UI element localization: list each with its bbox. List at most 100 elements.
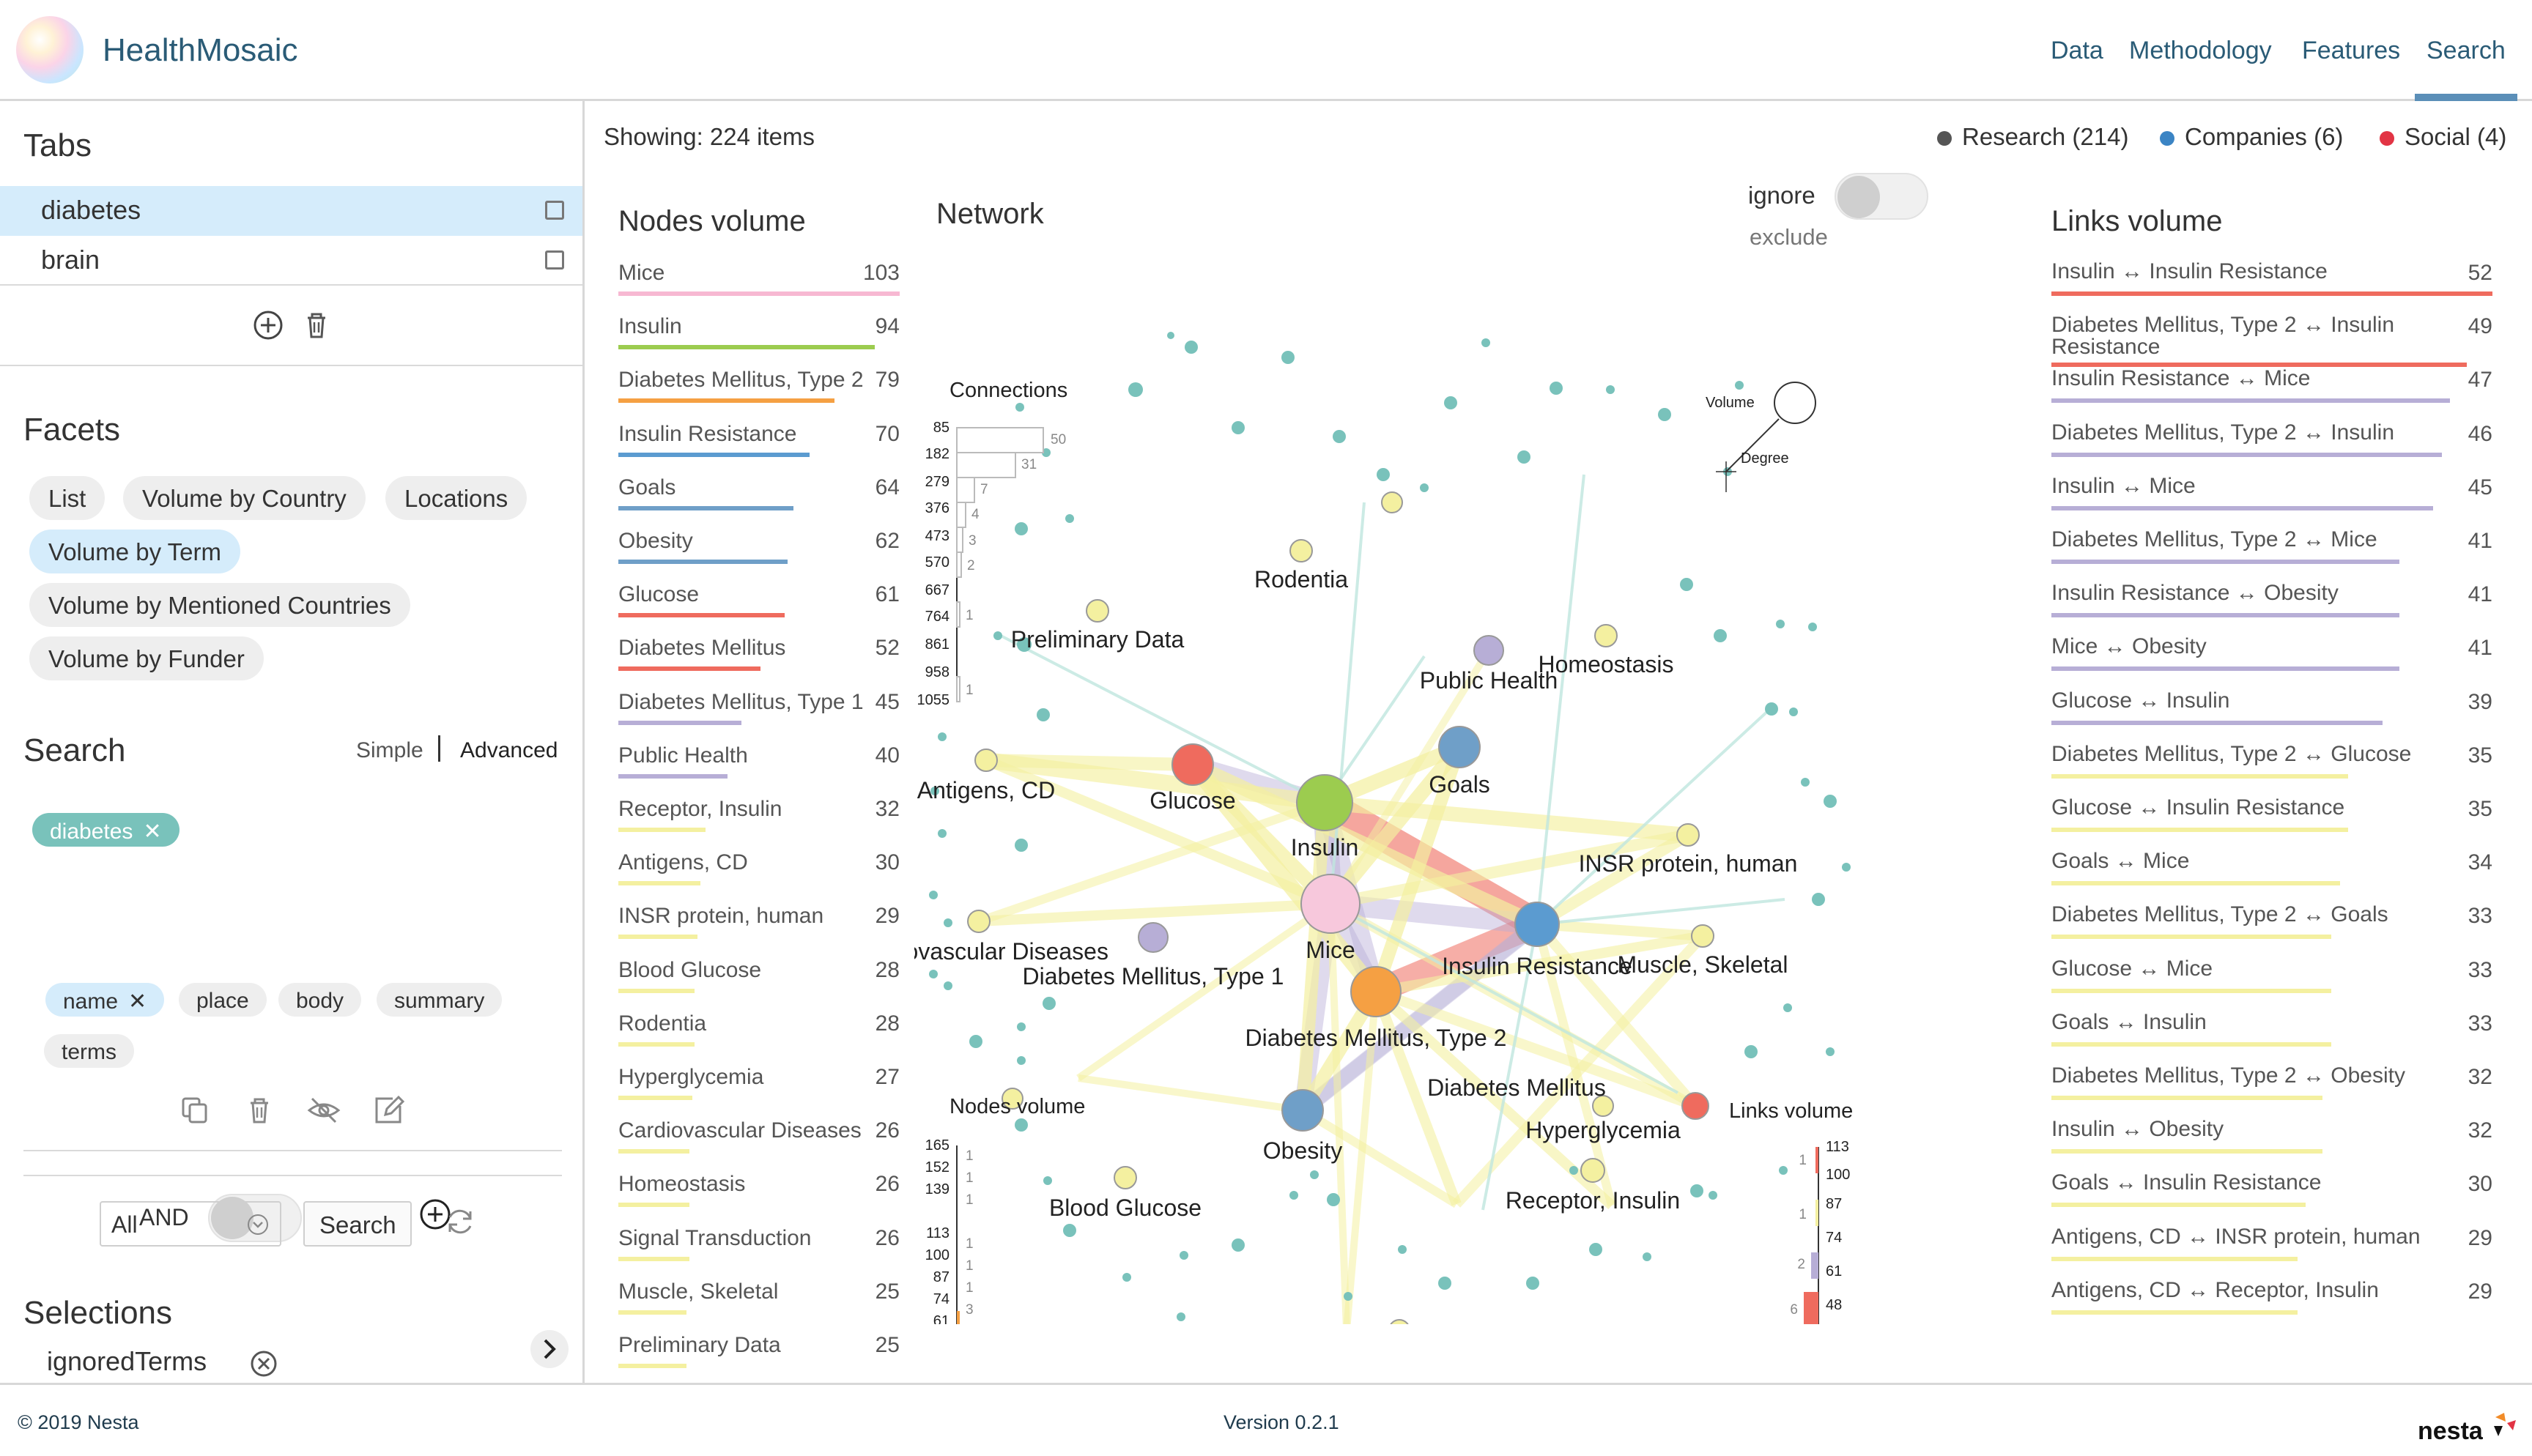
node-volume-row[interactable]: Mice 103 bbox=[618, 261, 900, 297]
node-volume-row[interactable]: Rodentia 28 bbox=[618, 1011, 900, 1048]
node-volume-row[interactable]: Obesity 62 bbox=[618, 529, 900, 565]
graph-node-antigens-cd[interactable] bbox=[974, 749, 998, 772]
graph-node[interactable] bbox=[1420, 483, 1429, 492]
link-volume-row[interactable]: Mice ↔ Obesity 41 bbox=[2051, 636, 2492, 672]
graph-node[interactable] bbox=[1589, 1243, 1602, 1256]
link-volume-row[interactable]: Goals ↔ Insulin 33 bbox=[2051, 1011, 2492, 1048]
facet-locations[interactable]: Locations bbox=[385, 476, 528, 520]
graph-node[interactable] bbox=[1606, 385, 1615, 394]
tab-checkbox[interactable] bbox=[545, 201, 564, 220]
graph-node[interactable] bbox=[1779, 1166, 1788, 1175]
graph-node[interactable] bbox=[1017, 1022, 1026, 1031]
graph-node[interactable] bbox=[938, 829, 947, 838]
hide-icon[interactable] bbox=[306, 1093, 341, 1128]
add-condition-icon[interactable] bbox=[418, 1197, 453, 1232]
graph-node-insr[interactable] bbox=[1676, 823, 1700, 847]
node-volume-row[interactable]: Goals 64 bbox=[618, 475, 900, 512]
graph-node-diabetes-type1[interactable] bbox=[1138, 922, 1169, 953]
graph-node[interactable] bbox=[1783, 1003, 1792, 1012]
node-volume-row[interactable]: Insulin 94 bbox=[618, 314, 900, 351]
link-volume-row[interactable]: Diabetes Mellitus, Type 2 ↔ Insulin Resi… bbox=[2051, 314, 2492, 368]
graph-node[interactable] bbox=[1481, 338, 1490, 347]
graph-node[interactable] bbox=[1122, 1273, 1131, 1282]
network-nodes[interactable] bbox=[929, 332, 1851, 1324]
graph-node[interactable] bbox=[1808, 623, 1817, 631]
graph-node[interactable] bbox=[969, 1035, 982, 1048]
facet-list[interactable]: List bbox=[29, 476, 106, 520]
graph-node[interactable] bbox=[1444, 396, 1457, 409]
link-volume-row[interactable]: Antigens, CD ↔ INSR protein, human 29 bbox=[2051, 1225, 2492, 1263]
graph-node[interactable] bbox=[1801, 778, 1810, 787]
graph-node[interactable] bbox=[1714, 629, 1727, 642]
tab-diabetes[interactable]: diabetes bbox=[0, 186, 582, 236]
graph-node[interactable] bbox=[1185, 341, 1198, 354]
refresh-icon[interactable] bbox=[443, 1204, 478, 1239]
graph-node[interactable] bbox=[1826, 1047, 1835, 1056]
graph-node-muscle-skeletal[interactable] bbox=[1691, 924, 1714, 948]
graph-node[interactable] bbox=[1398, 1245, 1407, 1254]
add-tab-icon[interactable] bbox=[251, 308, 286, 343]
graph-node-rodentia[interactable] bbox=[1289, 539, 1313, 562]
graph-node[interactable] bbox=[1015, 839, 1028, 852]
graph-node-insulin-resistance[interactable] bbox=[1514, 902, 1560, 947]
graph-node-signal-transduction[interactable] bbox=[1389, 1319, 1410, 1324]
link-volume-row[interactable]: Insulin Resistance ↔ Obesity 41 bbox=[2051, 582, 2492, 619]
graph-node[interactable] bbox=[1015, 522, 1028, 535]
graph-node-preliminary-data[interactable] bbox=[1086, 599, 1109, 623]
delete-tab-icon[interactable] bbox=[299, 308, 334, 343]
close-icon[interactable]: ✕ bbox=[143, 820, 162, 844]
facet-volume-by-mentioned-countries[interactable]: Volume by Mentioned Countries bbox=[29, 583, 410, 627]
graph-node[interactable] bbox=[1065, 514, 1074, 523]
delete-icon[interactable] bbox=[242, 1093, 277, 1128]
node-volume-row[interactable]: Receptor, Insulin 32 bbox=[618, 797, 900, 833]
node-volume-row[interactable]: Diabetes Mellitus, Type 2 79 bbox=[618, 368, 900, 404]
facet-volume-by-term[interactable]: Volume by Term bbox=[29, 530, 240, 573]
tab-checkbox[interactable] bbox=[545, 250, 564, 270]
node-volume-row[interactable]: Public Health 40 bbox=[618, 743, 900, 780]
field-summary[interactable]: summary bbox=[377, 983, 503, 1017]
link-volume-row[interactable]: Glucose ↔ Insulin 39 bbox=[2051, 689, 2492, 727]
node-volume-row[interactable]: Diabetes Mellitus, Type 1 45 bbox=[618, 690, 900, 727]
node-volume-row[interactable]: Insulin Resistance 70 bbox=[618, 422, 900, 458]
nav-methodology[interactable]: Methodology bbox=[2129, 37, 2272, 64]
link-volume-row[interactable]: Goals ↔ Mice 34 bbox=[2051, 850, 2492, 887]
graph-node[interactable] bbox=[1043, 1176, 1052, 1185]
graph-node[interactable] bbox=[929, 970, 938, 978]
link-volume-row[interactable]: Glucose ↔ Mice 33 bbox=[2051, 957, 2492, 995]
nav-search[interactable]: Search bbox=[2426, 37, 2506, 64]
node-volume-row[interactable]: INSR protein, human 29 bbox=[618, 904, 900, 940]
link-volume-row[interactable]: Diabetes Mellitus, Type 2 ↔ Mice 41 bbox=[2051, 529, 2492, 565]
graph-node[interactable] bbox=[944, 981, 952, 990]
graph-node[interactable] bbox=[1015, 1118, 1028, 1132]
graph-node-obesity[interactable] bbox=[1281, 1089, 1324, 1132]
nav-features[interactable]: Features bbox=[2302, 37, 2401, 64]
search-mode-simple[interactable]: Simple bbox=[356, 738, 423, 762]
node-volume-row[interactable]: Antigens, CD 30 bbox=[618, 850, 900, 887]
graph-node[interactable] bbox=[1289, 1191, 1298, 1200]
graph-node[interactable] bbox=[938, 732, 947, 741]
graph-node-goals[interactable] bbox=[1438, 726, 1481, 768]
legend-companies[interactable]: Companies (6) bbox=[2160, 123, 2343, 151]
node-volume-row[interactable]: Homeostasis 26 bbox=[618, 1172, 900, 1208]
graph-node[interactable] bbox=[993, 631, 1002, 640]
graph-node-hyperglycemia[interactable] bbox=[1592, 1095, 1614, 1117]
graph-node-homeostasis[interactable] bbox=[1594, 624, 1618, 647]
network-graph[interactable]: Rodentia Preliminary Data Public Health … bbox=[914, 270, 1867, 1324]
graph-node-cardiovascular[interactable] bbox=[967, 910, 991, 933]
graph-node[interactable] bbox=[1680, 578, 1693, 591]
graph-node[interactable] bbox=[1037, 708, 1050, 721]
graph-node[interactable] bbox=[1043, 997, 1056, 1010]
graph-node[interactable] bbox=[1643, 1252, 1651, 1261]
node-volume-row[interactable]: Muscle, Skeletal 25 bbox=[618, 1279, 900, 1316]
link-volume-row[interactable]: Insulin Resistance ↔ Mice 47 bbox=[2051, 368, 2492, 404]
graph-node[interactable] bbox=[944, 918, 952, 927]
graph-node[interactable] bbox=[1517, 450, 1530, 464]
link-volume-row[interactable]: Diabetes Mellitus, Type 2 ↔ Glucose 35 bbox=[2051, 743, 2492, 780]
graph-node[interactable] bbox=[1744, 1045, 1758, 1058]
graph-node[interactable] bbox=[1550, 382, 1563, 395]
remove-selection-icon[interactable] bbox=[246, 1346, 281, 1381]
ignore-exclude-toggle[interactable] bbox=[1835, 173, 1928, 220]
link-volume-row[interactable]: Diabetes Mellitus, Type 2 ↔ Insulin 46 bbox=[2051, 421, 2492, 458]
graph-node[interactable] bbox=[1281, 351, 1295, 364]
graph-node[interactable] bbox=[1709, 1191, 1717, 1200]
